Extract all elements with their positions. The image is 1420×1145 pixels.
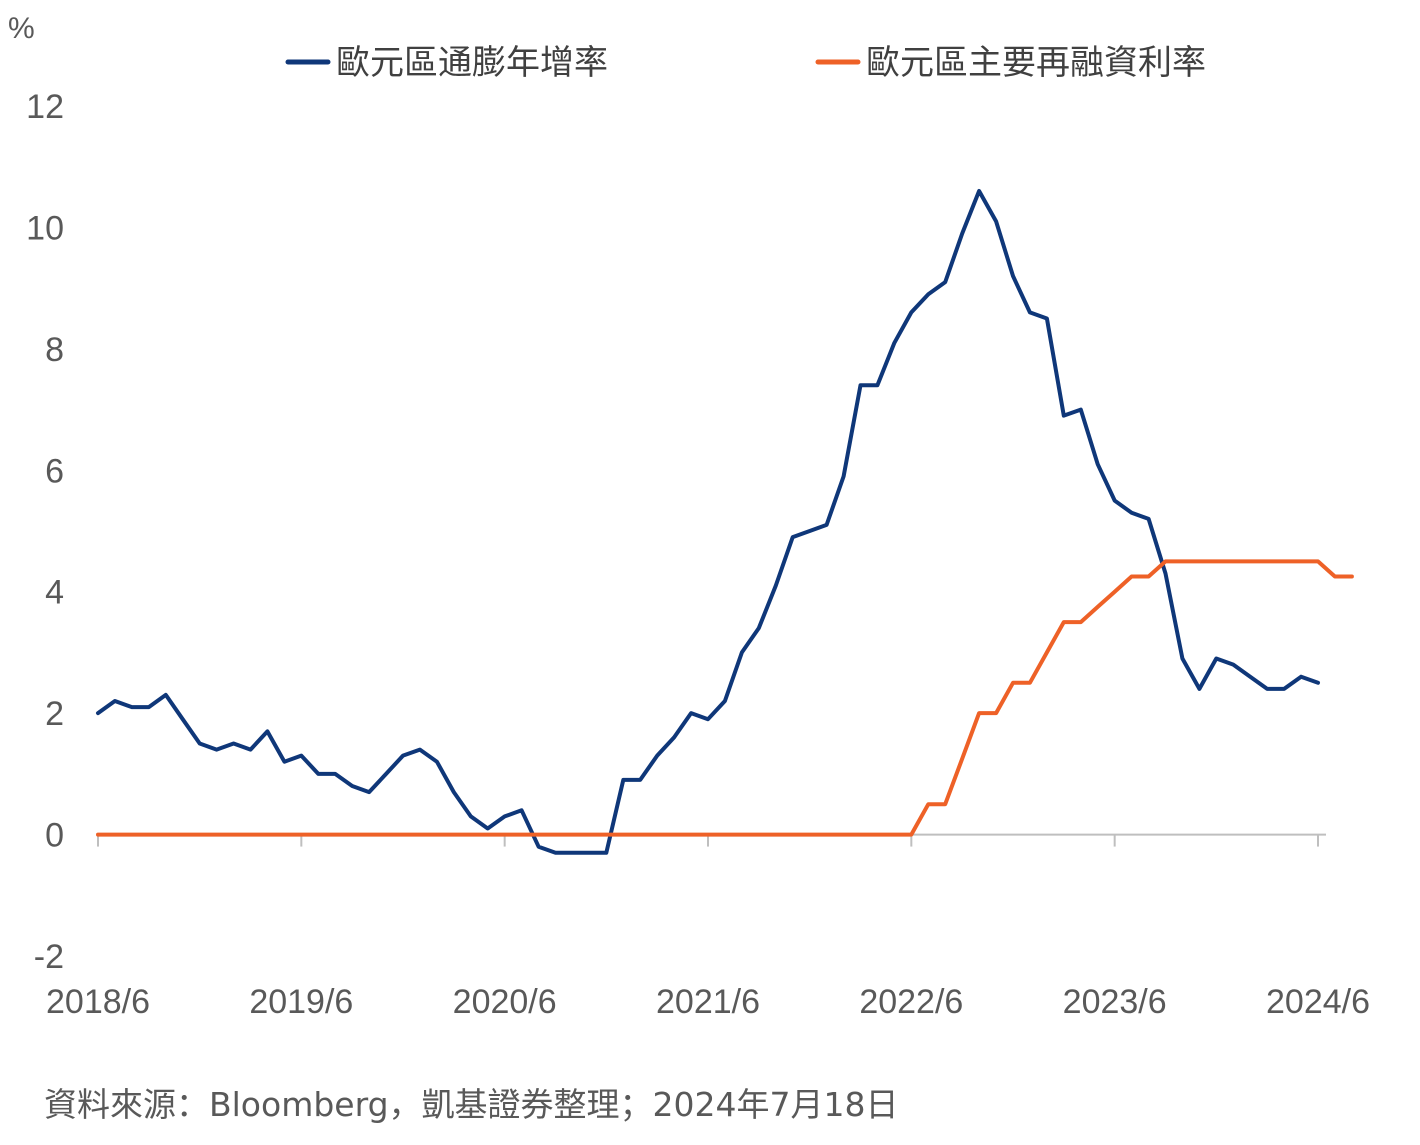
legend-label: 歐元區主要再融資利率: [866, 43, 1206, 83]
y-tick-label: 0: [45, 817, 64, 855]
x-axis-ticks: 2018/6 2019/6 2020/6 2021/6 2022/6 2023/6 2024…: [46, 983, 1370, 1021]
x-tick-label: 2024/6: [1266, 983, 1370, 1021]
y-tick-label: 8: [45, 331, 64, 369]
x-tick-label: 2021/6: [656, 983, 760, 1021]
y-unit-label: %: [8, 12, 35, 45]
y-tick-label: 4: [45, 574, 64, 612]
y-tick-label: 10: [26, 209, 64, 247]
source-note: 資料來源：Bloomberg，凱基證券整理；2024年7月18日: [44, 1085, 899, 1124]
legend-label: 歐元區通膨年增率: [336, 43, 608, 83]
y-tick-label: -2: [34, 938, 64, 976]
y-tick-label: 6: [45, 452, 64, 490]
x-tick-label: 2022/6: [859, 983, 963, 1021]
x-tick-label: 2019/6: [249, 983, 353, 1021]
x-tick-label: 2023/6: [1063, 983, 1167, 1021]
series-line-2: [96, 559, 1354, 837]
y-tick-label: 12: [26, 88, 64, 126]
y-tick-label: 2: [45, 695, 64, 733]
series-line-1: [96, 189, 1320, 855]
legend: 歐元區通膨年增率 歐元區主要再融資利率: [285, 43, 1206, 83]
x-tick-label: 2020/6: [453, 983, 557, 1021]
x-tick-label: 2018/6: [46, 983, 150, 1021]
y-axis-ticks: 12 10 8 6 4 2 0 -2: [26, 88, 64, 976]
series-lines: [96, 189, 1354, 855]
